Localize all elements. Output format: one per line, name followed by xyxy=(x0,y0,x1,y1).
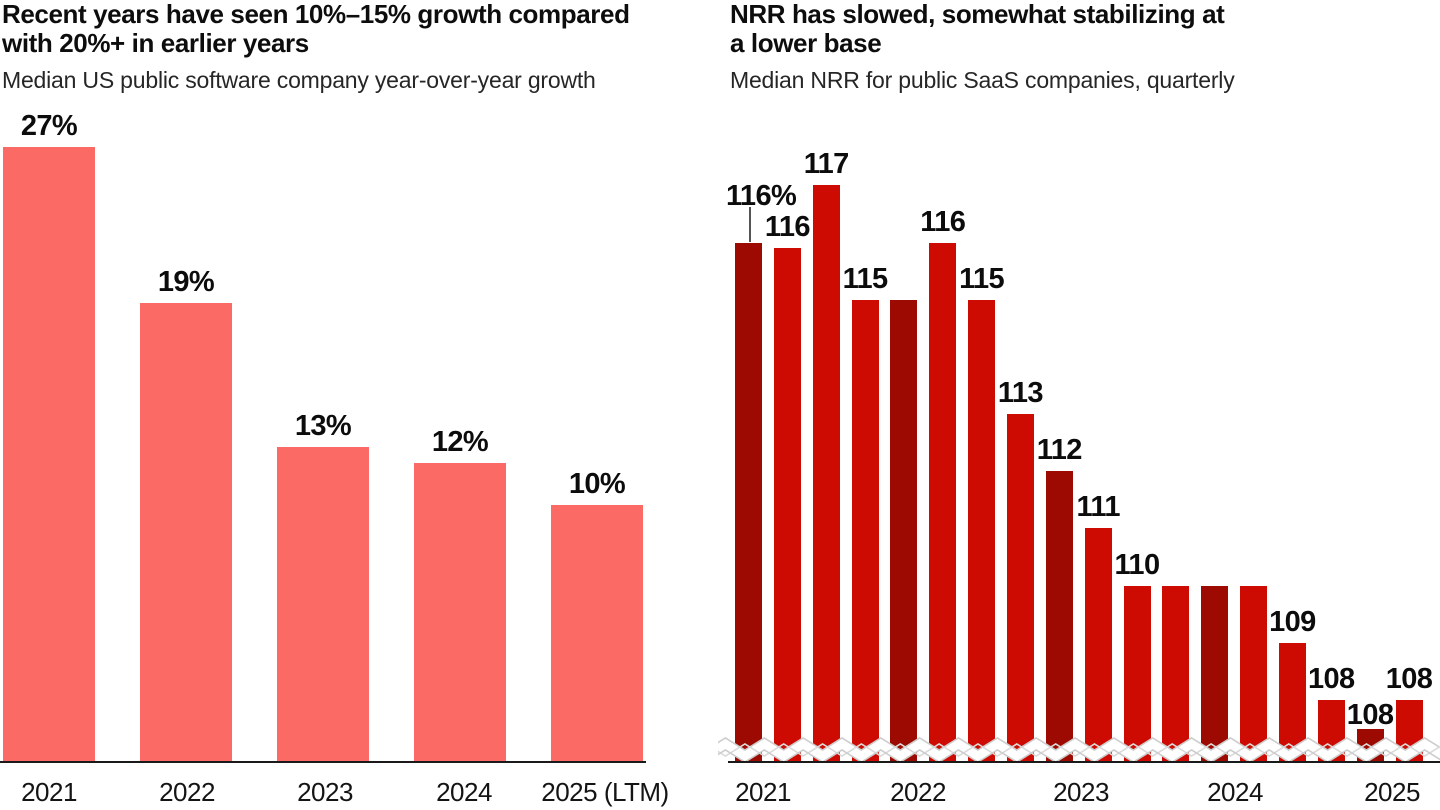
chart-title-line-2: with 20%+ in earlier years xyxy=(2,28,309,58)
bar-value-label: 109 xyxy=(1269,606,1316,638)
bar xyxy=(1045,471,1073,763)
x-axis-label: 2024 xyxy=(436,777,492,807)
x-axis-label: 2023 xyxy=(1053,777,1109,807)
x-axis-label: 2025 (LTM) xyxy=(541,777,669,807)
bar xyxy=(551,505,643,763)
bar xyxy=(1240,586,1267,763)
bar xyxy=(1201,586,1229,763)
chart-title-line-2: a lower base xyxy=(730,28,882,58)
bar xyxy=(414,463,506,763)
bar xyxy=(277,447,369,763)
chart-subtitle: Median US public software company year-o… xyxy=(2,67,596,93)
x-axis-label: 2025 xyxy=(1364,777,1420,807)
bar-value-label: 19% xyxy=(157,266,215,298)
bar-value-label: 12% xyxy=(431,426,489,458)
x-axis-label: 2023 xyxy=(297,777,353,807)
bar-value-label: 115 xyxy=(842,263,889,295)
bar-value-label: 108 xyxy=(1346,699,1394,731)
bar xyxy=(735,243,762,763)
bar-value-label: 10% xyxy=(568,468,626,500)
chart-title-line-1: NRR has slowed, somewhat stabilizing at xyxy=(730,0,1225,29)
bar xyxy=(1084,528,1112,763)
bar xyxy=(1006,414,1034,763)
chart-title: NRR has slowed, somewhat stabilizing at … xyxy=(730,0,1225,58)
bar-value-label: 111 xyxy=(1076,491,1120,523)
chart-section-yoy-growth: Recent years have seen 10%–15% growth co… xyxy=(0,0,706,810)
axis-break-edge xyxy=(718,743,1440,757)
bar-value-label: 116 xyxy=(764,211,811,243)
chart-section-nrr: NRR has slowed, somewhat stabilizing at … xyxy=(718,0,1440,810)
axis-break-edge xyxy=(718,737,1440,751)
bar-value-label: 112 xyxy=(1036,434,1083,466)
chart-title-line-1: Recent years have seen 10%–15% growth co… xyxy=(2,0,630,29)
bar-value-label: 117 xyxy=(803,148,850,180)
bar xyxy=(929,243,957,763)
bar xyxy=(140,303,232,763)
bar xyxy=(1162,586,1190,763)
chart-title: Recent years have seen 10%–15% growth co… xyxy=(2,0,630,58)
bar-value-label: 113 xyxy=(997,377,1044,409)
bar-value-label: 116% xyxy=(726,180,797,212)
bar-value-label: 108 xyxy=(1308,663,1355,695)
label-leader-line xyxy=(749,207,751,242)
bar xyxy=(890,300,918,763)
bar-plot-yoy-growth: 27% 2021 19% 2022 13% 2023 12% 2024 10% 2025 (LTM… xyxy=(0,0,706,810)
axis-break-band xyxy=(718,738,1440,762)
bar-plot-nrr: 116% 116 117 115 116 115 113 112 111 110 109 108 108… xyxy=(718,0,1440,810)
bar-value-label: 116 xyxy=(920,206,966,238)
x-axis-label: 2021 xyxy=(21,777,77,807)
bar-value-label: 108 xyxy=(1385,663,1433,695)
bar xyxy=(812,185,840,763)
axis-baseline xyxy=(0,761,646,763)
bar-value-label: 110 xyxy=(1114,549,1161,581)
x-axis-label: 2024 xyxy=(1207,777,1263,807)
bar xyxy=(773,248,801,763)
bar xyxy=(851,300,879,763)
bar xyxy=(1123,586,1151,763)
chart-subtitle: Median NRR for public SaaS companies, qu… xyxy=(730,67,1235,93)
bar-value-label: 115 xyxy=(959,263,1005,295)
bar-value-label: 27% xyxy=(20,110,78,142)
x-axis-label: 2022 xyxy=(159,777,215,807)
x-axis-label: 2021 xyxy=(735,777,791,807)
bar xyxy=(3,147,95,763)
axis-baseline xyxy=(728,761,1440,763)
x-axis-label: 2022 xyxy=(890,777,946,807)
bar xyxy=(968,300,996,763)
bar-value-label: 13% xyxy=(294,410,352,442)
